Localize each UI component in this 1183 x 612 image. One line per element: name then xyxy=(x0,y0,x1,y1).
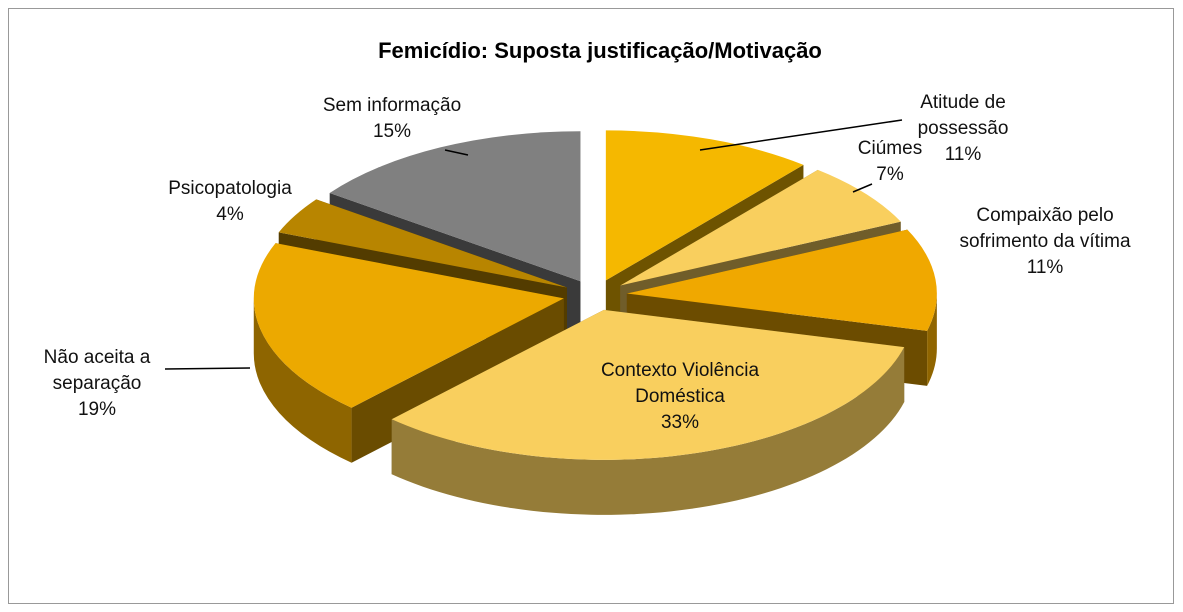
label-value: 4% xyxy=(216,204,244,225)
slice-top xyxy=(329,131,581,282)
slice-wall xyxy=(253,298,352,463)
label-value: 11% xyxy=(944,144,982,165)
data-label: Contexto Violência Doméstica 33% xyxy=(560,358,800,436)
label-value: 33% xyxy=(660,412,700,433)
label-name: Psicopatologia xyxy=(168,178,292,199)
label-value: 11% xyxy=(1026,257,1064,278)
slice-wall xyxy=(927,293,937,386)
leader-line xyxy=(444,149,469,156)
slice-top xyxy=(605,130,804,281)
data-label: Sem informação 15% xyxy=(292,93,492,145)
slice-top xyxy=(278,199,567,288)
label-name: Compaixão pelo sofrimento da vítima xyxy=(959,205,1131,252)
chart-title: Femicídio: Suposta justificação/Motivaçã… xyxy=(378,38,822,63)
leader-lines xyxy=(164,119,903,370)
slice xyxy=(391,309,905,515)
label-name: Atitude de possessão xyxy=(917,92,1009,139)
data-label: Psicopatologia 4% xyxy=(140,176,320,228)
label-name: Não aceita a separação xyxy=(43,347,151,394)
data-label: Não aceita a separação 19% xyxy=(22,345,172,423)
slice-top xyxy=(626,229,937,331)
leader-line xyxy=(699,119,903,151)
label-name: Ciúmes xyxy=(857,138,923,159)
slice-top xyxy=(620,169,901,286)
data-label: Compaixão pelo sofrimento da vítima 11% xyxy=(950,203,1140,281)
label-value: 7% xyxy=(876,164,904,185)
label-value: 15% xyxy=(372,121,412,142)
leader-line xyxy=(852,183,873,193)
label-name: Sem informação xyxy=(322,95,462,116)
data-label: Atitude de possessão 11% xyxy=(898,90,1028,168)
data-label: Ciúmes 7% xyxy=(840,136,940,188)
label-name: Contexto Violência Doméstica xyxy=(600,360,760,407)
pie xyxy=(253,130,937,515)
label-value: 19% xyxy=(77,399,117,420)
slice-wall xyxy=(391,347,905,515)
leader-line xyxy=(164,367,251,370)
slice-top xyxy=(391,309,905,460)
slice-top xyxy=(253,243,564,408)
